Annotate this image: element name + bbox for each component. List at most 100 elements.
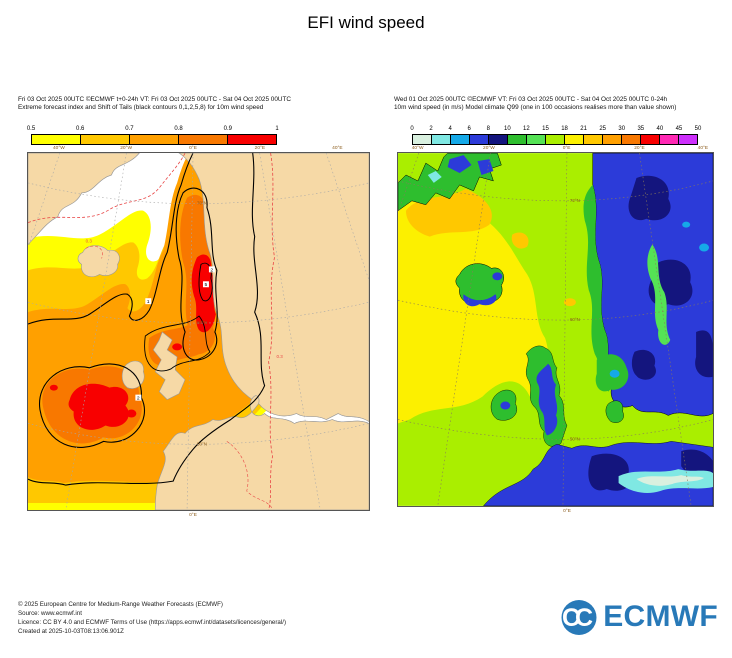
right-lat-label-50n: 50°N <box>570 436 580 441</box>
left-map-lon-label-3: 20°E <box>254 146 266 151</box>
q99-gold-spot <box>563 298 576 307</box>
left-panel-header: Fri 03 Oct 2025 00UTC ©ECMWF t+0-24h VT:… <box>18 96 378 112</box>
right-colorbar-cell-11 <box>622 135 641 144</box>
meridian-40w <box>398 153 420 213</box>
efi-red-spot1 <box>126 409 137 418</box>
dashed-contour-europe <box>226 441 273 510</box>
alps-pale-core <box>636 475 705 486</box>
left-map-dashed-contours <box>28 153 275 510</box>
right-map-lon-label-1: 20°W <box>483 146 495 151</box>
q99-gold-patch-2 <box>511 232 529 249</box>
left-map-sot-contours <box>28 153 266 486</box>
q99-yellow-band <box>398 190 556 424</box>
meridian-40w <box>28 153 61 248</box>
right-colorbar-tick-13: 40 <box>656 126 664 132</box>
sot-label-bg-2 <box>208 266 215 273</box>
right-colorbar-cell-1 <box>432 135 451 144</box>
footer-created: Created at 2025-10-03T08:13:06.901Z <box>18 628 124 635</box>
left-map-lon-label-1: 20°W <box>120 146 133 151</box>
right-land-british-isles <box>490 345 568 447</box>
right-map-bottom-edge-label: 0°E <box>563 509 571 514</box>
sot-label-1: 1 <box>147 299 150 305</box>
sot-label-3: 2 <box>137 396 140 402</box>
sot-contour-sw <box>39 363 146 448</box>
right-colorbar-tick-12: 35 <box>637 126 645 132</box>
sot-label-bg-1 <box>145 298 152 305</box>
coast-iceland <box>77 245 120 278</box>
right-colorbar-cell-4 <box>489 135 508 144</box>
gulf-of-bothnia-green <box>647 244 671 345</box>
left-colorbar-tick-2: 0.7 <box>125 126 134 132</box>
right-colorbar-tick-9: 21 <box>580 126 587 132</box>
right-panel-header: Wed 01 Oct 2025 00UTC ©ECMWF VT: Fri 03 … <box>394 96 724 112</box>
greenland-green <box>398 153 502 212</box>
iceland-green <box>455 263 504 304</box>
ecmwf-logo-text: ECMWF <box>603 600 718 633</box>
left-colorbar-cell-0 <box>32 135 81 144</box>
parallel-70n <box>28 182 369 204</box>
left-map-top-edge-labels: 40°W 20°W 0°E 20°E 40°E <box>27 146 370 152</box>
footer-copyright: © 2025 European Centre for Medium-Range … <box>18 601 223 608</box>
left-map-graticule <box>28 153 369 510</box>
parallel-72n <box>398 180 713 202</box>
page-title: EFI wind speed <box>307 13 425 32</box>
south-norway-cyan <box>609 369 620 378</box>
sot-contour-center <box>144 315 211 372</box>
right-header-line2: 10m wind speed (in m/s) Model climate Q9… <box>394 104 677 111</box>
dashed-contour-east <box>268 153 275 510</box>
sot-contour-outer <box>28 153 266 486</box>
right-colorbar-tick-14: 45 <box>675 126 683 132</box>
left-header-line2: Extreme forecast index and Shift of Tail… <box>18 104 264 111</box>
left-map-sot-labels: 1 2 2 5 <box>135 266 215 402</box>
left-colorbar-tick-1: 0.6 <box>76 126 85 132</box>
right-colorbar-tick-2: 4 <box>448 126 452 132</box>
ecmwf-logo: C C ECMWF <box>560 598 718 636</box>
coast-cyan-2 <box>682 221 691 228</box>
footer-licence: Licence: CC BY 4.0 and ECMWF Terms of Us… <box>18 619 287 626</box>
right-colorbar-tick-7: 15 <box>542 126 549 132</box>
sot-contour-norway <box>175 187 218 361</box>
right-map-lon-label-2: 0°E <box>562 146 571 151</box>
parallel-60n <box>398 299 713 321</box>
logo-globe <box>561 599 597 635</box>
right-colorbar-tick-6: 12 <box>523 126 530 132</box>
right-map-lon-label-4: 40°E <box>697 146 709 151</box>
right-land-iceland <box>455 263 504 307</box>
right-colorbar-tick-5: 10 <box>503 126 511 132</box>
right-colorbar-cell-2 <box>451 135 470 144</box>
iceland-blue-spot <box>492 272 503 281</box>
efi-red-sw <box>68 383 129 430</box>
right-colorbar-cell-3 <box>470 135 489 144</box>
right-lat-label-72n: 72°N <box>570 198 580 203</box>
parallel-50n <box>28 423 369 445</box>
right-land-scandinavia <box>583 153 713 417</box>
left-map-lon-label-0: 40°W <box>52 146 65 151</box>
ecmwf-logo-icon: C C <box>561 599 597 635</box>
denmark-green <box>605 400 624 423</box>
right-map-svg: 72°N 60°N 50°N <box>398 153 713 506</box>
efi-red-spot3 <box>172 343 183 351</box>
right-lat-label-60n: 60°N <box>570 317 580 322</box>
right-colorbar-tick-11: 30 <box>618 126 626 132</box>
left-map-efi: 0.3 0.3 70°N 60°N 50°N 1 2 <box>27 152 370 511</box>
right-colorbar-cell-6 <box>527 135 546 144</box>
sot-label-bg-3 <box>135 394 142 401</box>
right-colorbar-tick-8: 18 <box>561 126 568 132</box>
left-map-lon-label-4: 40°E <box>332 146 343 151</box>
right-colorbar-cell-13 <box>660 135 679 144</box>
ireland-blue-spot <box>500 401 511 410</box>
right-map-lon-label-0: 40°W <box>411 146 424 151</box>
scandinavia-navy-1 <box>628 175 671 221</box>
sot-contour-inner5 <box>198 262 213 302</box>
right-map-climate-q99: 72°N 60°N 50°N <box>397 152 714 507</box>
left-colorbar-labels: 0.5 0.6 0.7 0.8 0.9 1 <box>27 126 279 133</box>
left-colorbar-tick-3: 0.8 <box>174 126 183 132</box>
efi-red-spot2 <box>49 384 58 391</box>
sot-label-2: 2 <box>210 267 213 273</box>
coast-cyan-1 <box>699 243 710 252</box>
footer-attribution: © 2025 European Centre for Medium-Range … <box>18 600 286 636</box>
right-colorbar-tick-3: 6 <box>467 126 471 132</box>
left-colorbar <box>31 134 277 145</box>
norway-coast-green <box>583 184 613 392</box>
dashed-contour-iceland <box>85 245 103 259</box>
